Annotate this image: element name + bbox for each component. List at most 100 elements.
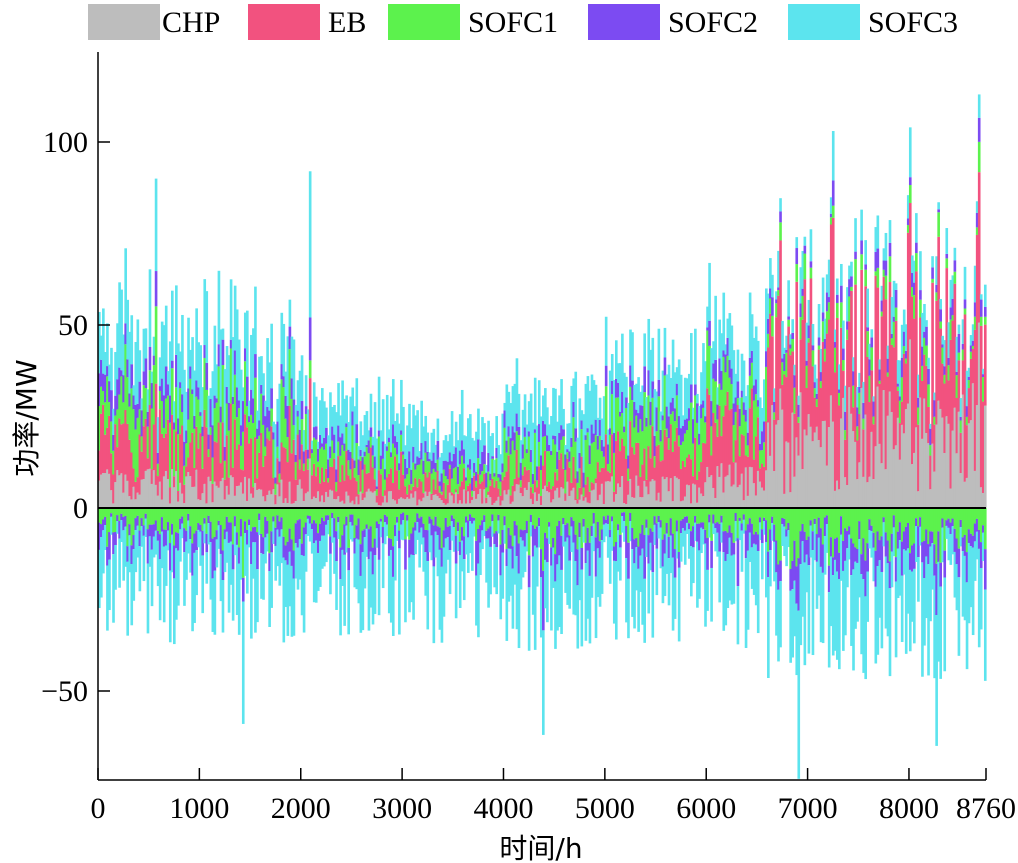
bar-eb xyxy=(140,451,144,480)
bar-sofc1-neg xyxy=(925,508,928,530)
bar-sofc1 xyxy=(838,392,841,406)
bar-sofc3 xyxy=(566,423,569,450)
bar-sofc3-neg xyxy=(894,581,898,658)
bar-sofc1 xyxy=(560,439,563,454)
bar-sofc2-neg xyxy=(795,566,799,604)
bar-sofc2-neg xyxy=(237,547,241,564)
bar-chp xyxy=(773,471,776,508)
bar-sofc3 xyxy=(570,385,574,438)
bar-sofc1 xyxy=(977,141,981,173)
bar-sofc1-neg xyxy=(252,508,255,528)
bar-sofc1 xyxy=(584,439,588,485)
bar-sofc3-neg xyxy=(732,554,736,604)
bar-chp xyxy=(560,487,563,508)
bar-sofc2-neg xyxy=(803,531,807,563)
bar-sofc3-neg xyxy=(201,555,205,614)
bar-sofc2-neg xyxy=(647,535,651,564)
bar-sofc3 xyxy=(742,360,746,403)
bar-column xyxy=(923,304,926,646)
bar-column xyxy=(542,395,545,735)
bar-sofc3 xyxy=(373,402,377,457)
bar-column xyxy=(750,314,754,589)
bar-sofc3 xyxy=(375,438,379,487)
bar-sofc3 xyxy=(428,452,432,460)
bar-chp xyxy=(590,490,594,508)
bar-sofc1 xyxy=(738,426,742,457)
bar-sofc2-neg xyxy=(310,523,314,530)
bar-sofc2-neg xyxy=(981,525,985,533)
bar-sofc3-neg xyxy=(511,568,515,629)
bar-sofc2 xyxy=(179,382,182,389)
bar-sofc2 xyxy=(355,424,359,444)
bar-sofc2-neg xyxy=(606,515,610,524)
bar-sofc3-neg xyxy=(304,534,308,572)
bar-sofc3-neg xyxy=(892,527,896,557)
bar-sofc1 xyxy=(270,408,273,427)
bar-column xyxy=(669,377,673,574)
bar-sofc2 xyxy=(878,369,882,381)
bar-sofc1 xyxy=(746,445,750,457)
bar-sofc1 xyxy=(623,432,626,447)
bar-column xyxy=(791,319,794,658)
bar-eb xyxy=(919,317,922,398)
bar-sofc1 xyxy=(241,431,245,471)
bar-column xyxy=(373,402,377,614)
bar-chp xyxy=(428,491,432,508)
bar-chp xyxy=(130,499,134,508)
bar-sofc3-neg xyxy=(977,548,981,648)
bar-column xyxy=(635,383,638,591)
bar-sofc3 xyxy=(817,304,821,338)
bar-chp xyxy=(292,503,296,508)
bar-sofc3-neg xyxy=(379,521,383,538)
bar-column xyxy=(535,425,539,587)
bar-sofc1-neg xyxy=(819,508,823,529)
bar-chp xyxy=(842,397,845,508)
bar-sofc2 xyxy=(728,360,732,378)
bar-sofc3 xyxy=(535,425,539,467)
bar-sofc1-neg xyxy=(276,508,280,516)
bar-eb xyxy=(882,276,886,391)
bar-sofc1 xyxy=(280,379,284,443)
bar-sofc1-neg xyxy=(838,508,841,553)
bar-sofc3 xyxy=(858,372,861,387)
bar-sofc3 xyxy=(402,406,405,452)
bar-sofc1 xyxy=(868,375,872,403)
bar-sofc3-neg xyxy=(730,555,734,605)
bar-sofc2 xyxy=(260,384,263,394)
bar-sofc1 xyxy=(811,350,815,367)
bar-chp xyxy=(760,487,764,508)
bar-sofc2-neg xyxy=(556,526,559,565)
bar-sofc2-neg xyxy=(913,543,916,569)
bar-column xyxy=(977,94,981,648)
bar-eb xyxy=(789,355,792,493)
bar-chp xyxy=(596,500,600,508)
bar-sofc2 xyxy=(237,400,241,409)
bar-eb xyxy=(112,474,115,504)
bar-chp xyxy=(491,504,494,508)
bar-sofc3 xyxy=(442,440,446,461)
bar-eb xyxy=(637,442,640,486)
bar-sofc1 xyxy=(527,436,531,470)
bar-sofc1 xyxy=(797,416,801,423)
bar-sofc3 xyxy=(286,336,290,406)
bar-sofc3 xyxy=(661,370,665,416)
bar-chp xyxy=(243,476,247,508)
bar-sofc1 xyxy=(262,424,265,467)
bar-sofc3-neg xyxy=(708,522,711,538)
bar-chp xyxy=(959,473,963,508)
bar-chp xyxy=(132,486,136,508)
bar-sofc2 xyxy=(925,326,928,346)
bar-sofc3 xyxy=(205,291,209,363)
bar-sofc3-neg xyxy=(491,521,494,537)
bar-sofc1-neg xyxy=(821,508,825,545)
bar-sofc2 xyxy=(767,318,770,334)
bar-column xyxy=(154,178,158,555)
bar-sofc3 xyxy=(523,394,527,428)
bar-column xyxy=(805,322,809,593)
legend-item-eb: EB xyxy=(248,4,366,40)
bar-sofc2-neg xyxy=(740,523,744,531)
bar-sofc1-neg xyxy=(237,508,241,548)
bar-column xyxy=(519,440,523,590)
bar-sofc3 xyxy=(639,391,642,406)
bar-sofc2-neg xyxy=(349,514,353,522)
